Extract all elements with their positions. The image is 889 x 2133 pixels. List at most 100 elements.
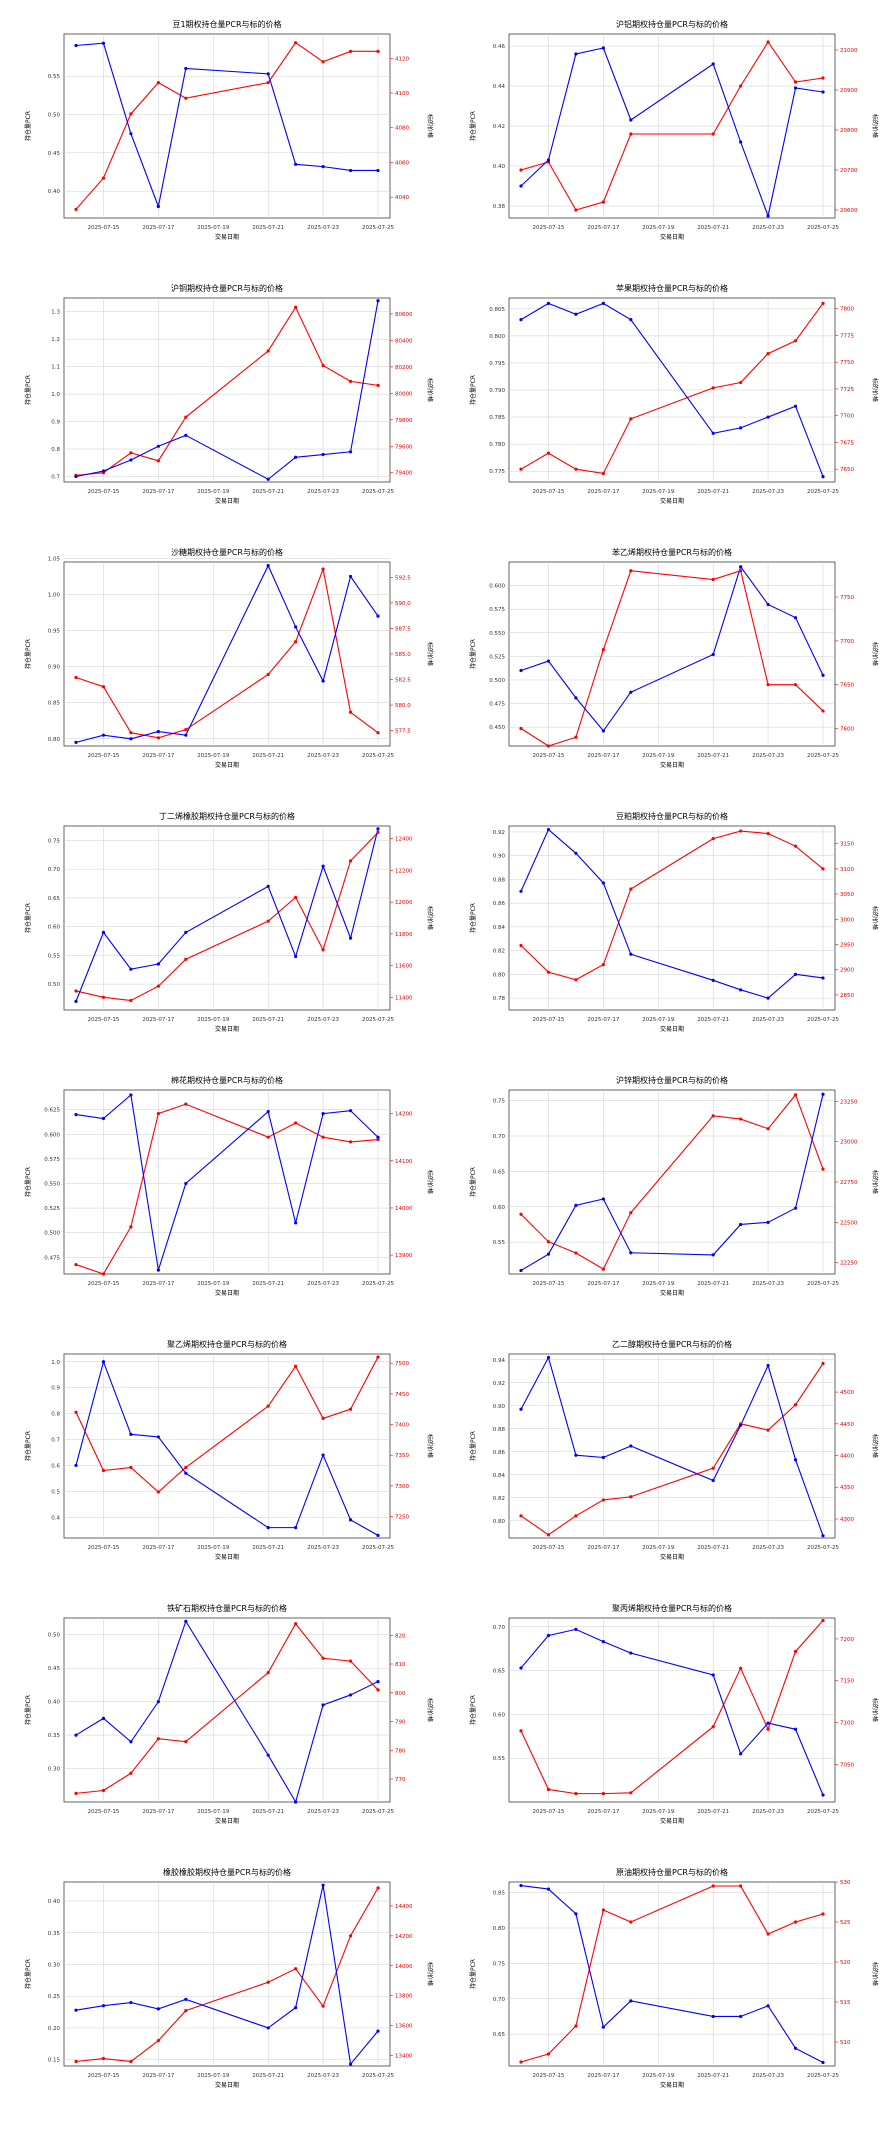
price-point [711, 386, 715, 390]
plot-frame [63, 1089, 391, 1275]
x-tick-label: 2025-07-23 [307, 1017, 339, 1023]
y2-axis-label: 标的价格 [426, 1962, 434, 1986]
pcr-point [711, 1253, 715, 1257]
x-tick-label: 2025-07-21 [252, 1017, 284, 1023]
y2-tick-label: 20700 [840, 168, 858, 174]
price-point [546, 1787, 551, 1792]
price-line [75, 567, 379, 739]
x-tick-label: 2025-07-25 [807, 1281, 839, 1287]
y-tick-label: 0.7 [51, 475, 60, 481]
chart-svg: 0.7 0.8 0.9 1.0 1.1 1.2 1.3 79400 79600 79800 8000… [24, 283, 434, 505]
x-tick-label: 2025-07-15 [532, 2073, 564, 2079]
price-point [294, 640, 298, 644]
x-tick-label: 2025-07-21 [252, 1281, 284, 1287]
y-tick-label: 0.70 [48, 867, 61, 873]
x-tick-label: 2025-07-25 [362, 225, 394, 231]
y-tick-label: 0.92 [493, 830, 505, 836]
price-point [574, 735, 578, 739]
price-point [766, 1932, 770, 1936]
x-tick-label: 2025-07-19 [642, 753, 674, 759]
pcr-point [546, 1633, 551, 1638]
y-tick-label: 0.92 [493, 1381, 505, 1387]
y2-axis-label: 标的价格 [871, 378, 879, 402]
y2-tick-label: 7725 [840, 387, 854, 393]
price-point [294, 305, 298, 309]
pcr-point [821, 2060, 825, 2065]
x-tick-label: 2025-07-21 [697, 1809, 729, 1815]
y2-tick-label: 770 [395, 1777, 406, 1783]
x-tick-label: 2025-07-21 [252, 2073, 284, 2079]
price-point [294, 1622, 298, 1626]
price-point [74, 207, 78, 211]
x-tick-label: 2025-07-15 [87, 489, 119, 495]
y-tick-label: 0.40 [48, 189, 61, 195]
pcr-point [129, 2000, 133, 2005]
price-point [101, 176, 106, 180]
price-point [348, 1659, 353, 1663]
price-point [156, 1737, 160, 1741]
x-tick-label: 2025-07-19 [642, 489, 674, 495]
price-point [739, 829, 743, 833]
y-tick-label: 0.70 [493, 1997, 506, 2003]
price-point [519, 467, 523, 471]
price-line [520, 1885, 824, 2063]
y2-tick-label: 590.0 [395, 601, 411, 607]
y-axis-label: 持仓量PCR [24, 1695, 32, 1725]
y2-tick-label: 13800 [395, 1994, 413, 2000]
price-point [266, 81, 270, 85]
price-point [74, 1410, 78, 1414]
price-point [156, 459, 160, 463]
x-tick-label: 2025-07-25 [807, 1017, 839, 1023]
pcr-point [129, 1093, 133, 1097]
pcr-line [520, 565, 824, 732]
plot-frame [63, 561, 391, 747]
y-tick-label: 0.7 [51, 1438, 60, 1444]
y-tick-label: 0.8 [51, 1412, 60, 1418]
pcr-point [156, 1435, 160, 1439]
y2-tick-label: 79800 [395, 418, 413, 424]
x-tick-label: 2025-07-23 [752, 1017, 784, 1023]
chart-svg: 0.38 0.40 0.42 0.44 0.46 20600 20700 20800 20900… [469, 19, 879, 241]
pcr-point [793, 972, 798, 976]
price-point [546, 744, 551, 748]
x-tick-label: 2025-07-25 [807, 489, 839, 495]
pcr-point [519, 1407, 523, 1411]
pcr-point [821, 474, 825, 479]
price-point [519, 168, 523, 172]
x-tick-label: 2025-07-25 [362, 1809, 394, 1815]
y-axis-label: 持仓量PCR [24, 639, 32, 669]
pcr-line [75, 42, 378, 209]
x-tick-label: 2025-07-15 [87, 1017, 119, 1023]
y-tick-label: 0.60 [493, 1712, 506, 1718]
pcr-point [101, 469, 106, 473]
chart-panel: 0.30 0.35 0.40 0.45 0.50 770 780 790 800 810 820 20… [2, 1588, 442, 1850]
chart-panel: 0.775 0.780 0.785 0.790 0.795 0.800 0.805 7650 7… [447, 268, 887, 530]
price-point [766, 1127, 770, 1131]
y2-tick-label: 14200 [395, 1934, 413, 1940]
pcr-point [546, 1887, 551, 1891]
pcr-point [519, 1883, 523, 1888]
pcr-point [519, 318, 523, 322]
y-tick-label: 0.45 [48, 1666, 61, 1672]
pcr-point [601, 1455, 605, 1460]
pcr-point [376, 1135, 380, 1139]
chart-title: 棉花期权持仓量PCR与标的价格 [171, 1075, 283, 1085]
y2-tick-label: 580.0 [395, 703, 411, 709]
y-tick-label: 0.65 [493, 1169, 506, 1175]
x-tick-label: 2025-07-21 [697, 1017, 729, 1023]
y-tick-label: 0.55 [493, 1756, 506, 1762]
y-axis-label: 持仓量PCR [24, 1431, 32, 1461]
pcr-point [294, 455, 298, 459]
y-tick-label: 0.6 [51, 1463, 60, 1469]
y2-tick-label: 3150 [840, 842, 854, 848]
y2-tick-label: 4400 [840, 1454, 854, 1460]
y-tick-label: 1.00 [48, 592, 61, 598]
y-tick-label: 0.65 [48, 896, 61, 902]
y-tick-label: 0.60 [493, 1205, 506, 1211]
y2-axis-label: 标的价格 [871, 642, 879, 666]
x-tick-label: 2025-07-25 [362, 2073, 394, 2079]
y-tick-label: 0.575 [44, 1157, 60, 1163]
plot-frame [508, 1353, 836, 1539]
x-axis-label: 交易日期 [660, 1289, 684, 1297]
y-tick-label: 0.95 [48, 629, 61, 635]
